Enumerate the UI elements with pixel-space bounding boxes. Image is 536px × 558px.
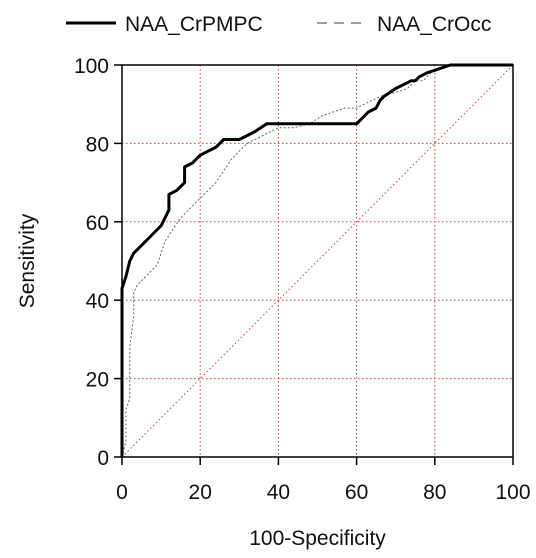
legend-label-naa-crocc: NAA_CrOcc [377,13,491,36]
x-tick-label: 60 [345,481,368,504]
series-line-naa-crpmpc [120,63,513,457]
legend-label-naa-crpmpc: NAA_CrPMPC [125,13,263,36]
x-tick-label: 80 [423,481,446,504]
y-axis-title: Sensitivity [16,213,39,308]
series-line-naa-crocc [121,64,513,458]
x-tick-label: 20 [189,481,212,504]
x-axis-title: 100-Specificity [249,527,386,550]
x-tick-label: 100 [495,481,530,504]
x-tick-label: 40 [267,481,290,504]
y-tick-label: 60 [86,212,109,235]
y-tick-label: 0 [97,447,109,470]
y-tick-label: 80 [86,133,109,156]
y-tick-label: 40 [86,290,109,313]
x-tick-label: 0 [116,481,128,504]
reference-diagonal [121,64,514,458]
y-tick-label: 20 [86,369,109,392]
plot-frame [121,64,514,458]
y-tick-label: 100 [74,55,109,78]
